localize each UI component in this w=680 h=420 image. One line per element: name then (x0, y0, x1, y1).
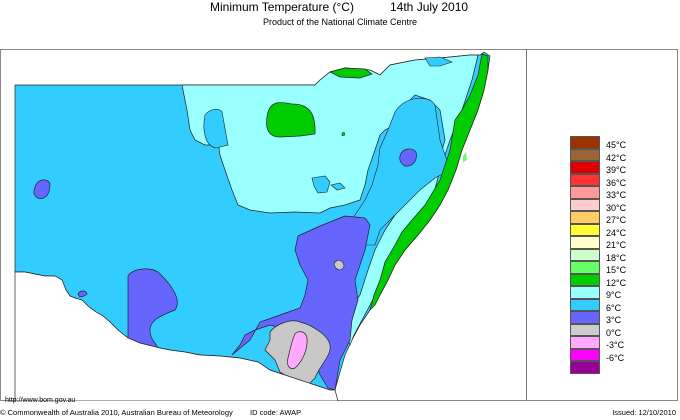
legend-swatch (570, 361, 600, 374)
legend-swatch (570, 173, 600, 186)
title-date: 14th July 2010 (390, 0, 469, 14)
id-code: ID code: AWAP (250, 408, 302, 417)
map-frame (0, 49, 678, 401)
temperature-map (14, 51, 491, 401)
legend-swatch (570, 161, 600, 174)
website-link[interactable]: http://www.bom.gov.au (5, 397, 76, 404)
legend-swatch (570, 236, 600, 249)
legend-swatch (570, 336, 600, 349)
title-text: Minimum Temperature (°C) (210, 0, 354, 14)
copyright-notice: © Commonwealth of Australia 2010, Austra… (0, 408, 233, 417)
region-neg3-0 (287, 331, 308, 369)
legend-swatch (570, 311, 600, 324)
map-title: Minimum Temperature (°C) 14th July 2010 (210, 0, 468, 14)
region-3-6-west (33, 179, 51, 199)
region-12-15-west (266, 102, 316, 138)
legend-swatch (570, 211, 600, 224)
legend-swatch (570, 136, 600, 149)
legend-swatch (570, 148, 600, 161)
legend-divider (526, 49, 527, 401)
legend-swatch (570, 198, 600, 211)
legend-swatch (570, 298, 600, 311)
legend-swatch (570, 273, 600, 286)
issued-date: Issued: 12/10/2010 (612, 408, 676, 417)
legend-swatch (570, 223, 600, 236)
region-12-15-coast (369, 53, 489, 312)
region-12-15-north (329, 67, 373, 79)
legend-swatch (570, 286, 600, 299)
legend-swatch (570, 323, 600, 336)
legend-swatch (570, 186, 600, 199)
legend-swatch (570, 348, 600, 361)
legend-swatch (570, 261, 600, 274)
subtitle: Product of the National Climate Centre (262, 17, 418, 27)
sea (14, 271, 339, 401)
region-3-6-south (127, 268, 178, 353)
legend-swatch (570, 248, 600, 261)
